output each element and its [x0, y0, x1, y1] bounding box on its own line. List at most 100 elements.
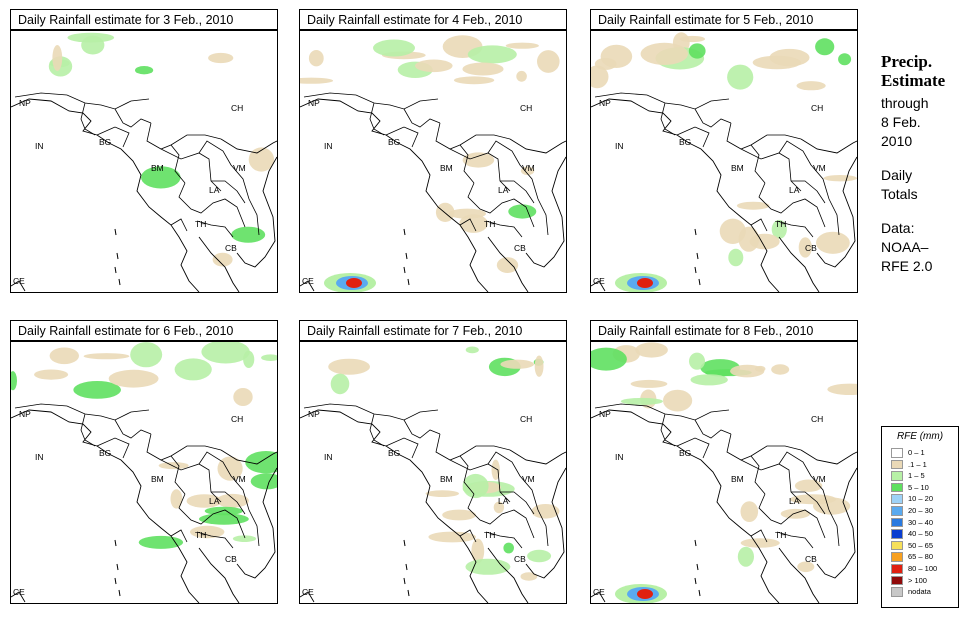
country-border: [178, 182, 246, 228]
rain-area-core: [346, 278, 362, 288]
island: [694, 266, 697, 274]
legend-swatch: [891, 575, 903, 586]
country-label: BG: [679, 448, 691, 458]
island: [407, 589, 410, 597]
country-border: [160, 459, 222, 503]
rainfall-panel: Daily Rainfall estimate for 5 Feb., 2010…: [590, 9, 860, 294]
coastline: [236, 156, 277, 268]
country-border: [485, 220, 523, 238]
rain-area: [640, 42, 688, 65]
legend-item: > 100: [891, 575, 958, 587]
caption-date-1: 8 Feb.: [881, 114, 921, 130]
rain-area: [232, 535, 257, 542]
country-border: [485, 531, 523, 549]
rain-area: [740, 501, 759, 522]
country-border: [449, 459, 511, 503]
country-border: [500, 180, 535, 204]
island: [114, 266, 117, 274]
country-label: CE: [302, 276, 314, 286]
country-border: [96, 126, 130, 148]
caption-source-1: NOAA–: [881, 239, 929, 255]
country-border: [459, 218, 477, 232]
rainfall-panel: Daily Rainfall estimate for 3 Feb., 2010…: [10, 9, 280, 294]
country-label: BG: [388, 448, 400, 458]
rain-area: [462, 473, 489, 499]
rain-area: [465, 346, 479, 354]
coastline: [11, 591, 26, 603]
country-label: BG: [679, 137, 691, 147]
rain-area: [728, 248, 744, 267]
country-border: [750, 445, 802, 457]
rain-area: [516, 70, 527, 82]
country-border: [170, 218, 188, 232]
rain-area: [201, 342, 250, 364]
country-border: [776, 220, 814, 238]
rain-area: [130, 342, 163, 368]
coastline: [591, 98, 780, 292]
rain-area: [798, 237, 812, 258]
coastline: [525, 156, 566, 268]
country-label: CH: [811, 414, 823, 424]
country-label: LA: [209, 496, 220, 506]
rain-area-core: [637, 278, 653, 288]
rain-area: [500, 359, 534, 369]
caption-totals: Totals: [881, 186, 918, 202]
legend-label: 30 – 40: [908, 517, 934, 527]
country-border: [726, 122, 766, 184]
rain-area: [435, 202, 455, 222]
rain-area: [496, 257, 519, 273]
country-border: [676, 126, 710, 148]
country-border: [178, 493, 246, 539]
rain-area: [108, 369, 159, 388]
rain-area: [663, 389, 693, 412]
country-label: BG: [99, 448, 111, 458]
coastline: [198, 547, 240, 603]
rainfall-map: NP CH IN BG BM VM LA TH CB CE: [590, 341, 858, 604]
coastline: [487, 236, 529, 292]
country-border: [694, 419, 732, 439]
rain-area: [158, 462, 189, 470]
legend-item: 30 – 40: [891, 517, 958, 529]
map-svg: NP CH IN BG BM VM LA TH CB CE: [591, 342, 857, 603]
country-border: [96, 437, 130, 459]
rain-area: [199, 513, 249, 525]
legend-label: 10 – 20: [908, 494, 934, 504]
rain-area: [415, 59, 453, 73]
country-label: NP: [19, 98, 31, 108]
country-border: [791, 491, 826, 515]
country-border: [676, 437, 710, 459]
coastline: [300, 591, 315, 603]
legend-swatch: [891, 552, 903, 562]
panel-title: Daily Rainfall estimate for 6 Feb., 2010: [10, 320, 278, 341]
country-label: CE: [13, 276, 25, 286]
coastline: [816, 156, 857, 268]
island: [118, 278, 121, 286]
coastline: [220, 138, 277, 154]
country-label: CB: [805, 243, 817, 253]
rain-area: [330, 373, 350, 395]
caption-date-2: 2010: [881, 133, 913, 149]
legend-item: 65 – 80: [891, 551, 958, 563]
rain-area: [217, 456, 243, 481]
country-label: TH: [484, 530, 495, 540]
rain-area: [738, 226, 760, 252]
legend-title: RFE (mm): [896, 431, 944, 442]
country-label: IN: [35, 141, 44, 151]
country-border: [750, 218, 768, 232]
island: [403, 539, 406, 547]
country-label: NP: [19, 409, 31, 419]
rain-area: [442, 509, 476, 521]
coastline: [509, 449, 566, 465]
country-border: [196, 220, 234, 238]
rain-area: [688, 43, 706, 59]
rain-area: [135, 66, 154, 75]
coastline: [300, 280, 315, 292]
rain-area: [453, 76, 495, 85]
country-border: [487, 140, 549, 236]
legend-label: 80 – 100: [908, 563, 938, 573]
country-label: BM: [731, 474, 744, 484]
country-label: BG: [388, 137, 400, 147]
country-border: [459, 445, 511, 457]
coastline: [11, 409, 200, 603]
